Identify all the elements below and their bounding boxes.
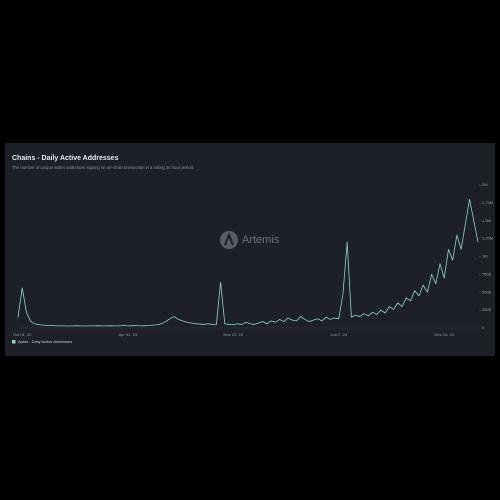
legend-label: Aptos - Daily Active Addresses <box>18 339 72 344</box>
x-tick-label: Apr 01, 23 <box>118 332 137 337</box>
y-tick-label: 500K <box>482 289 492 294</box>
watermark-logo <box>220 231 238 249</box>
y-tick-label: 1.75M <box>482 200 493 205</box>
x-tick-label: Jun 2, 24 <box>330 332 347 337</box>
y-tick-label: 2M <box>482 182 488 187</box>
watermark: Artemis <box>242 234 280 246</box>
x-tick-label: Dec 24, 24 <box>435 332 455 337</box>
y-tick-label: 1.25M <box>482 236 493 241</box>
y-tick-label: 1M <box>482 254 488 259</box>
y-tick-label: 750K <box>482 271 492 276</box>
chart-subtitle: The number of unique wallet addresses si… <box>12 165 194 170</box>
chart-panel <box>5 143 495 356</box>
legend-swatch <box>12 340 16 344</box>
y-tick-label: 1.5M <box>482 218 491 223</box>
y-tick-label: 250K <box>482 307 492 312</box>
x-tick-label: Nov 10, 23 <box>224 332 244 337</box>
y-tick-label: 0 <box>482 325 485 330</box>
chart-title: Chains - Daily Active Addresses <box>12 155 119 162</box>
line-series <box>17 198 479 327</box>
x-tick-label: Oct 01, 22 <box>13 332 32 337</box>
